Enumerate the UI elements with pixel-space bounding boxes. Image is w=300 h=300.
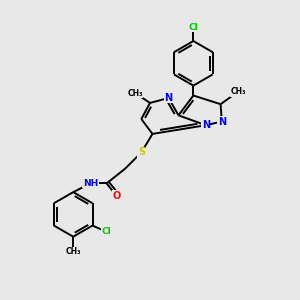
Text: N: N [202, 120, 210, 130]
Text: CH₃: CH₃ [230, 87, 246, 96]
Text: N: N [164, 93, 172, 103]
Text: CH₃: CH₃ [65, 247, 81, 256]
Text: O: O [112, 191, 121, 201]
Text: CH₃: CH₃ [128, 88, 143, 98]
Text: S: S [138, 148, 145, 158]
Text: Cl: Cl [188, 23, 198, 32]
Text: NH: NH [83, 179, 98, 188]
Text: Cl: Cl [101, 227, 111, 236]
Text: N: N [218, 116, 226, 127]
